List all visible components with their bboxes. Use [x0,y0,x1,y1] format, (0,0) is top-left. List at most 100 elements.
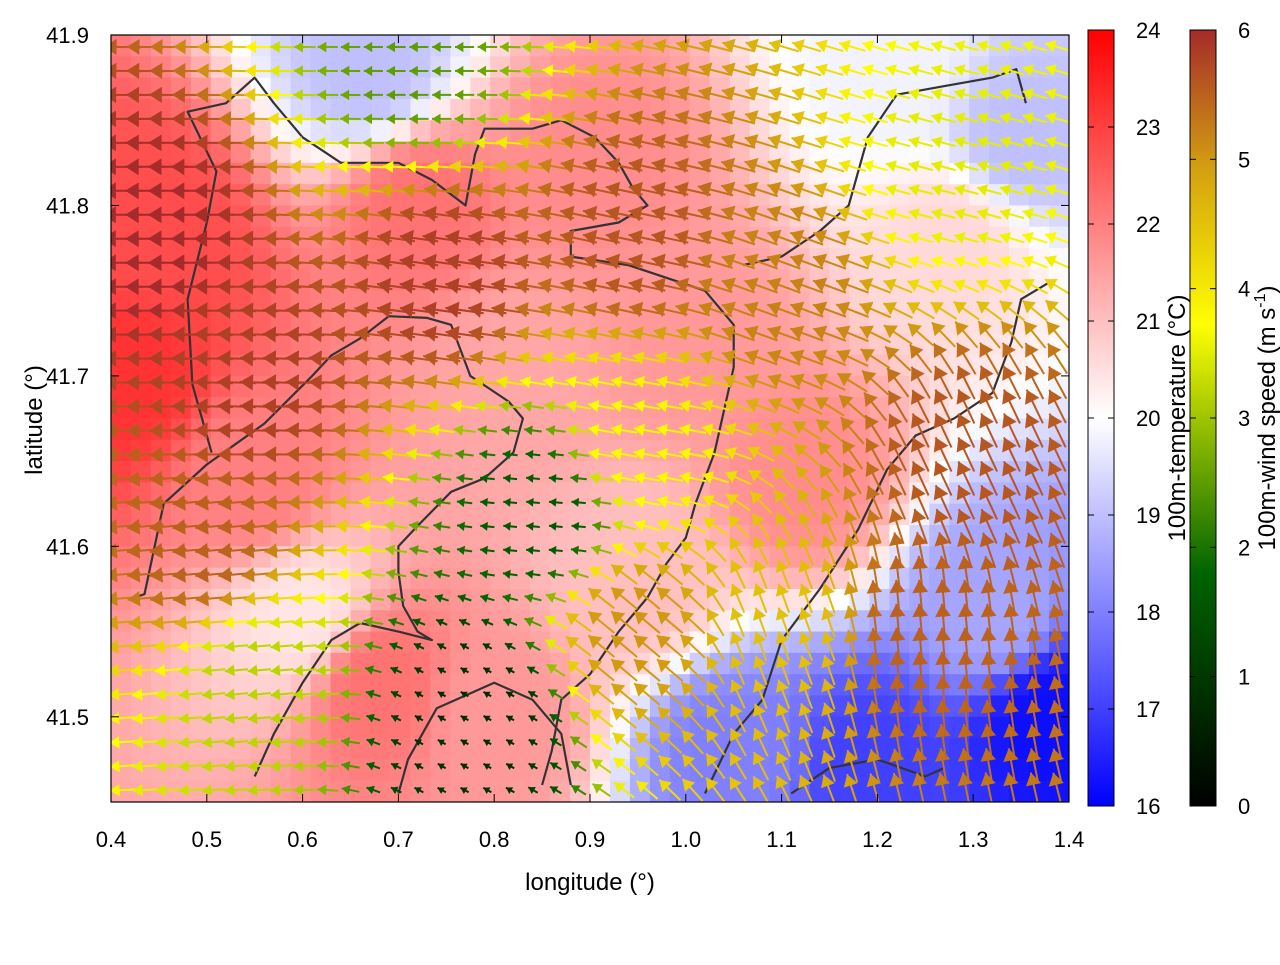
heat-cell [370,120,391,142]
x-tick-label: 0.9 [575,827,606,852]
heat-cell [331,568,352,590]
heat-cell [251,695,272,717]
colorbar-tick-label: 3 [1238,406,1250,431]
x-tick-label: 1.1 [766,827,797,852]
heat-cell [351,759,372,781]
x-tick-label: 0.6 [287,827,318,852]
heat-cell [490,504,511,526]
heat-cell [510,504,531,526]
colorbar-tick-label: 18 [1136,600,1160,625]
heat-cell [430,56,451,78]
x-tick-label: 1.3 [958,827,989,852]
heat-cell [570,525,591,547]
heat-cell [530,461,551,483]
heat-cell [410,568,431,590]
heat-cell [311,120,332,142]
heat-cell [370,525,391,547]
heat-cell [111,759,132,781]
heat-cell [510,461,531,483]
colorbar-tick-label: 17 [1136,697,1160,722]
colorbar-tick-label: 6 [1238,18,1250,43]
heat-cell [430,632,451,654]
heat-cell [370,99,391,121]
heat-cell [370,632,391,654]
heat-cell [530,781,551,803]
heat-cell [231,56,252,78]
colorbar-tick-label: 20 [1136,406,1160,431]
heat-cell [351,120,372,142]
y-tick-label: 41.5 [46,705,89,730]
heat-cell [450,56,471,78]
heat-cell [470,589,491,611]
heat-cell [550,504,571,526]
heat-cell [490,632,511,654]
heat-cell [430,78,451,100]
heat-cell [430,99,451,121]
heat-cell [211,759,232,781]
heat-cell [351,632,372,654]
heat-cell [490,695,511,717]
heat-cell [410,695,431,717]
x-tick-label: 0.4 [96,827,127,852]
heat-cell [311,56,332,78]
y-tick-label: 41.8 [46,193,89,218]
heat-cell [370,56,391,78]
x-axis-label: longitude (°) [525,869,655,896]
x-tick-label: 0.7 [383,827,414,852]
heat-cell [271,56,292,78]
wind-colorbar-label-sup: -1 [1252,293,1269,307]
heat-cell [171,632,192,654]
heat-cell [370,504,391,526]
heat-cell [251,440,272,462]
heat-cell [430,120,451,142]
wind-colorbar-label: 100m-wind speed (m s-1) [1252,286,1280,551]
colorbar-tick-label: 16 [1136,794,1160,819]
heat-cell [390,440,411,462]
heat-cell [490,759,511,781]
x-tick-label: 0.8 [479,827,510,852]
heat-cell [530,695,551,717]
y-tick-label: 41.7 [46,364,89,389]
heat-cell [530,525,551,547]
heat-cell [370,78,391,100]
heat-cell [351,695,372,717]
heat-cell [510,568,531,590]
heat-cell [490,717,511,739]
heat-cell [311,632,332,654]
heat-cell [450,504,471,526]
y-tick-label: 41.6 [46,534,89,559]
heat-cell [450,440,471,462]
wind-colorbar-label-main: 100m-wind speed (m s [1254,308,1280,551]
heat-cell [410,120,431,142]
heat-cell [271,759,292,781]
heat-cell [510,759,531,781]
heat-cell [470,525,491,547]
heat-cell [410,56,431,78]
colorbar-tick-label: 21 [1136,309,1160,334]
heat-cell [430,759,451,781]
heat-cell [351,56,372,78]
heat-cell [410,589,431,611]
heat-cell [311,759,332,781]
heat-cell [291,568,312,590]
heat-cell [370,142,391,164]
heat-cell [570,461,591,483]
heat-cell [470,632,491,654]
heat-cell [251,184,272,206]
heat-cell [929,291,950,313]
heat-cell [390,695,411,717]
heat-cell [311,695,332,717]
heat-cell [211,695,232,717]
heat-cell [510,674,531,696]
heat-cell [490,120,511,142]
heat-cell [111,695,132,717]
heat-cell [450,568,471,590]
x-tick-label: 1.2 [862,827,893,852]
colorbar-tick-label: 1 [1238,665,1250,690]
heat-cell [470,695,491,717]
heat-cell [570,504,591,526]
colorbar-tick-label: 4 [1238,277,1250,302]
